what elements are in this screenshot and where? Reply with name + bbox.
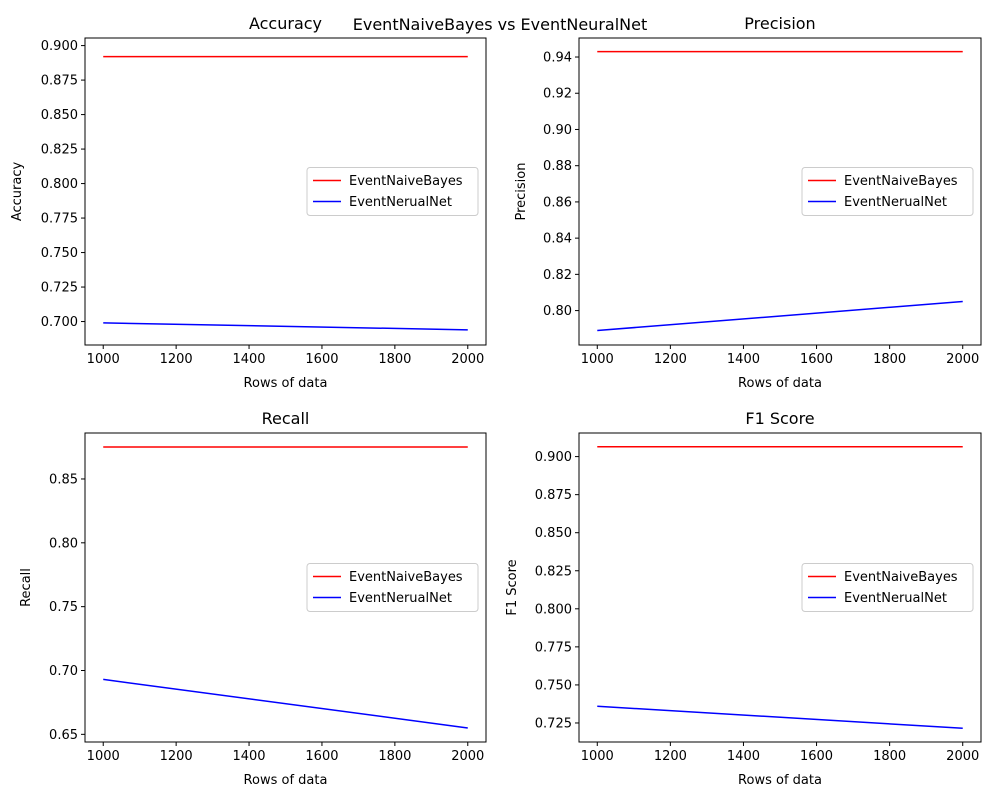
x-axis-label: Rows of data: [244, 376, 328, 391]
x-tick-label: 2000: [451, 352, 484, 367]
legend-frame: [306, 167, 479, 216]
series-line-2: [597, 300, 963, 332]
x-tick-label: 1800: [378, 352, 411, 367]
x-axis-label: Rows of data: [738, 376, 822, 391]
series-line-2: [103, 322, 468, 331]
y-tick-label: 0.800: [41, 177, 78, 192]
legend-frame: [801, 167, 974, 216]
legend: EventNaiveBayes EventNerualNet: [306, 563, 479, 612]
x-axis-label: Rows of data: [244, 773, 328, 788]
x-tick-label: 1400: [727, 352, 760, 367]
x-tick-label: 1600: [800, 749, 833, 764]
x-tick-label: 1200: [160, 352, 193, 367]
legend-label-2: EventNerualNet: [349, 195, 452, 210]
y-tick-label: 0.775: [535, 640, 572, 655]
x-tick-label: 1600: [800, 352, 833, 367]
legend-label-1: EventNaiveBayes: [349, 570, 463, 585]
y-tick-label: 0.94: [543, 51, 572, 66]
y-axis-label: Recall: [19, 568, 34, 607]
y-axis-label: Precision: [514, 162, 529, 220]
y-tick-label: 0.850: [535, 526, 572, 541]
x-tick-label: 1600: [305, 352, 338, 367]
x-tick-label: 1000: [87, 352, 120, 367]
legend-label-2: EventNerualNet: [349, 591, 452, 606]
x-tick-label: 2000: [946, 749, 979, 764]
x-tick-label: 2000: [451, 749, 484, 764]
y-tick-label: 0.900: [41, 39, 78, 54]
x-tick-label: 1800: [873, 749, 906, 764]
x-tick-label: 1000: [87, 749, 120, 764]
y-tick-label: 0.75: [49, 600, 78, 615]
legend-frame: [306, 563, 479, 612]
x-tick-label: 1400: [232, 749, 265, 764]
x-tick-label: 1400: [727, 749, 760, 764]
y-tick-label: 0.825: [41, 143, 78, 158]
y-tick-label: 0.725: [41, 281, 78, 296]
legend-frame: [801, 563, 974, 612]
axes-frame: [84, 432, 487, 743]
y-tick-label: 0.82: [543, 268, 572, 283]
y-tick-label: 0.700: [41, 315, 78, 330]
series-line-2: [597, 705, 963, 730]
x-tick-label: 1000: [581, 749, 614, 764]
x-tick-label: 1200: [654, 352, 687, 367]
subplot-2: Precision 1000 1200 1400 1600 1800 2000 0.80 0.8…: [514, 14, 982, 391]
y-axis-label: F1 Score: [505, 559, 520, 615]
axes-frame: [84, 37, 487, 346]
x-tick-label: 1800: [378, 749, 411, 764]
legend: EventNaiveBayes EventNerualNet: [801, 167, 974, 216]
y-tick-label: 0.750: [41, 246, 78, 261]
subplot-title: F1 Score: [745, 409, 814, 428]
subplot-title: Precision: [744, 14, 815, 33]
x-tick-label: 1200: [654, 749, 687, 764]
legend: EventNaiveBayes EventNerualNet: [306, 167, 479, 216]
y-tick-label: 0.875: [41, 74, 78, 89]
y-tick-label: 0.775: [41, 212, 78, 227]
legend-label-1: EventNaiveBayes: [349, 174, 463, 189]
y-tick-label: 0.70: [49, 664, 78, 679]
subplot-1: Accuracy 1000 1200 1400 1600 1800 2000 0.700 0.7…: [10, 14, 487, 391]
x-tick-label: 1000: [581, 352, 614, 367]
subplot-title: Accuracy: [249, 14, 322, 33]
y-tick-label: 0.750: [535, 678, 572, 693]
x-tick-label: 1800: [873, 352, 906, 367]
y-tick-label: 0.90: [543, 123, 572, 138]
y-tick-label: 0.800: [535, 602, 572, 617]
series-line-2: [103, 678, 468, 729]
legend-label-1: EventNaiveBayes: [844, 570, 958, 585]
x-tick-label: 1400: [232, 352, 265, 367]
y-tick-label: 0.85: [49, 472, 78, 487]
y-tick-label: 0.900: [535, 450, 572, 465]
y-tick-label: 0.725: [535, 716, 572, 731]
y-tick-label: 0.65: [49, 728, 78, 743]
x-tick-label: 2000: [946, 352, 979, 367]
figure-suptitle: EventNaiveBayes vs EventNeuralNet: [353, 15, 647, 34]
subplot-grid: Accuracy 1000 1200 1400 1600 1800 2000 0.700 0.7…: [10, 14, 982, 788]
y-tick-label: 0.84: [543, 232, 572, 247]
x-tick-label: 1600: [305, 749, 338, 764]
x-tick-label: 1200: [160, 749, 193, 764]
legend-label-1: EventNaiveBayes: [844, 174, 958, 189]
legend-label-2: EventNerualNet: [844, 195, 947, 210]
subplot-title: Recall: [262, 409, 310, 428]
y-tick-label: 0.88: [543, 159, 572, 174]
subplot-4: F1 Score 1000 1200 1400 1600 1800 2000 0.725 0.7…: [505, 409, 982, 788]
y-tick-label: 0.80: [49, 536, 78, 551]
y-tick-label: 0.875: [535, 488, 572, 503]
subplot-3: Recall 1000 1200 1400 1600 1800 2000 0.65 0.70 0.…: [19, 409, 487, 788]
y-tick-label: 0.92: [543, 87, 572, 102]
y-tick-label: 0.86: [543, 195, 572, 210]
legend: EventNaiveBayes EventNerualNet: [801, 563, 974, 612]
legend-label-2: EventNerualNet: [844, 591, 947, 606]
x-axis-label: Rows of data: [738, 773, 822, 788]
y-tick-label: 0.850: [41, 108, 78, 123]
y-tick-label: 0.825: [535, 564, 572, 579]
y-axis-label: Accuracy: [10, 162, 25, 222]
axes-frame: [578, 432, 982, 743]
y-tick-label: 0.80: [543, 304, 572, 319]
axes-frame: [578, 37, 982, 346]
